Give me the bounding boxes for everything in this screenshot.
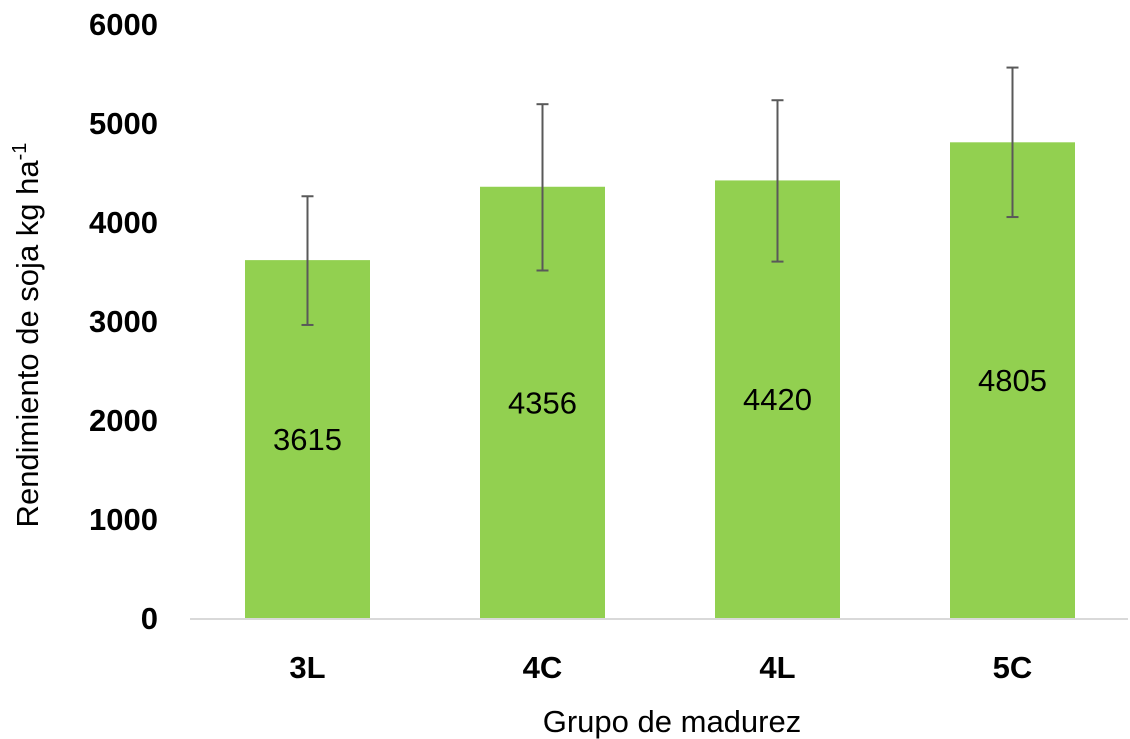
data-label-5C: 4805 [978,363,1047,398]
y-axis-title-superscript: -1 [9,143,31,161]
y-tick-label: 6000 [89,7,158,42]
x-tick-label-3L: 3L [289,650,325,685]
y-tick-label: 0 [141,601,158,636]
y-axis-title-main: Rendimiento de soja kg ha [10,160,45,528]
y-tick-label: 2000 [89,403,158,438]
data-label-4L: 4420 [743,382,812,417]
y-tick-label: 5000 [89,106,158,141]
y-tick-label: 4000 [89,205,158,240]
x-tick-label-4L: 4L [759,650,795,685]
error-bar-3L [301,195,314,326]
data-label-3L: 3615 [273,422,342,457]
y-axis-title: Rendimiento de soja kg ha-1 [9,143,45,528]
x-axis-ticks: 3L 4C 4L 5C [289,650,1032,685]
error-bars [301,66,1019,326]
error-bar-4C [536,103,549,272]
y-tick-label: 1000 [89,502,158,537]
x-tick-label-4C: 4C [523,650,563,685]
y-tick-label: 3000 [89,304,158,339]
error-bar-5C [1006,66,1019,219]
bar-5C [950,142,1075,618]
x-tick-label-5C: 5C [993,650,1033,685]
data-label-4C: 4356 [508,385,577,420]
y-axis-ticks: 0 1000 2000 3000 4000 5000 6000 [89,7,158,636]
error-bar-4L [771,99,784,263]
data-labels: 3615 4356 4420 4805 [273,363,1047,457]
x-axis-title: Grupo de madurez [543,704,801,739]
bars [245,142,1075,619]
